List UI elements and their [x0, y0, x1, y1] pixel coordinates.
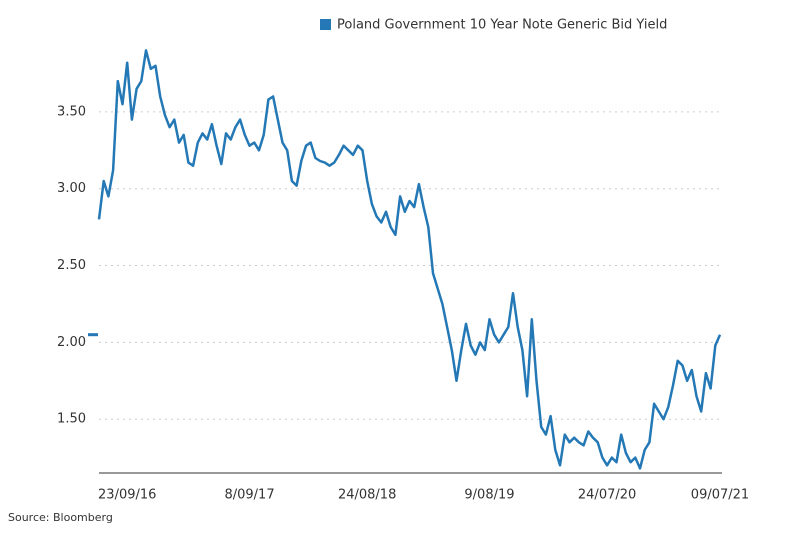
y-tick-label: 3.50	[57, 104, 86, 119]
last-value-marker	[88, 333, 98, 337]
y-tick-label: 3.00	[57, 181, 86, 196]
y-tick-label: 1.50	[57, 412, 86, 427]
x-tick-label: 24/07/20	[578, 488, 636, 503]
x-tick-label: 09/07/21	[691, 488, 749, 503]
y-tick-label: 2.50	[57, 258, 86, 273]
legend-label: Poland Government 10 Year Note Generic B…	[337, 18, 667, 33]
x-tick-label: 24/08/18	[338, 488, 396, 503]
x-tick-label: 23/09/16	[98, 488, 156, 503]
line	[97, 49, 722, 470]
source: Source: Bloomberg	[8, 511, 113, 524]
x-tick-label: 8/09/17	[224, 488, 274, 503]
legend-swatch	[320, 19, 331, 30]
y-tick-label: 2.00	[57, 335, 86, 350]
x-tick-label: 9/08/19	[464, 488, 514, 503]
